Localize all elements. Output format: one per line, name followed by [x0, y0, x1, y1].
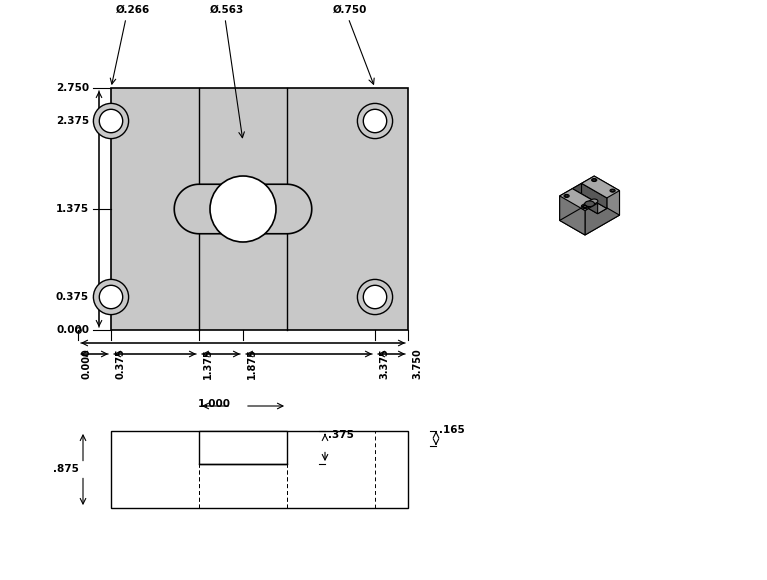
Ellipse shape [357, 280, 393, 314]
Bar [111, 88, 408, 330]
Text: Ø.750: Ø.750 [333, 5, 367, 15]
Polygon shape [592, 179, 596, 181]
Polygon shape [564, 194, 569, 197]
Text: 1.375: 1.375 [56, 204, 89, 214]
Polygon shape [581, 183, 607, 208]
Polygon shape [581, 176, 620, 198]
Text: 0.000: 0.000 [56, 325, 89, 335]
Text: 1.375: 1.375 [203, 348, 213, 379]
Text: Ø.563: Ø.563 [210, 5, 244, 15]
Text: 3.750: 3.750 [412, 348, 422, 379]
Bar [199, 431, 287, 464]
Ellipse shape [94, 280, 129, 314]
Polygon shape [594, 176, 620, 215]
Polygon shape [560, 196, 585, 235]
Polygon shape [610, 189, 615, 192]
Ellipse shape [94, 103, 129, 139]
Text: .165: .165 [439, 425, 465, 435]
Polygon shape [585, 191, 620, 235]
Ellipse shape [364, 109, 387, 133]
Polygon shape [174, 184, 311, 234]
Text: 0.375: 0.375 [56, 292, 89, 302]
Ellipse shape [364, 285, 387, 309]
Bar [111, 431, 408, 508]
Ellipse shape [357, 103, 393, 139]
Text: 0.375: 0.375 [115, 348, 125, 379]
Text: Ø.266: Ø.266 [116, 5, 150, 15]
Text: 2.375: 2.375 [56, 116, 89, 126]
Polygon shape [572, 194, 607, 213]
Text: 0.000: 0.000 [82, 348, 92, 379]
Polygon shape [582, 205, 588, 208]
Polygon shape [572, 188, 597, 213]
Polygon shape [591, 179, 597, 182]
Polygon shape [560, 201, 620, 235]
Text: 1.875: 1.875 [247, 348, 257, 379]
Polygon shape [565, 195, 568, 197]
Ellipse shape [210, 176, 276, 242]
Text: 1.000: 1.000 [198, 399, 231, 409]
Polygon shape [572, 183, 581, 199]
Polygon shape [584, 201, 594, 206]
Polygon shape [611, 190, 614, 191]
Ellipse shape [99, 109, 123, 133]
Text: 2.750: 2.750 [56, 83, 89, 93]
Polygon shape [583, 205, 587, 208]
Text: 3.375: 3.375 [379, 348, 389, 379]
Polygon shape [597, 198, 607, 213]
Polygon shape [560, 188, 597, 211]
Text: .375: .375 [328, 430, 354, 440]
Polygon shape [581, 199, 597, 209]
Polygon shape [560, 176, 594, 220]
Ellipse shape [99, 285, 123, 309]
Text: .875: .875 [53, 465, 79, 474]
